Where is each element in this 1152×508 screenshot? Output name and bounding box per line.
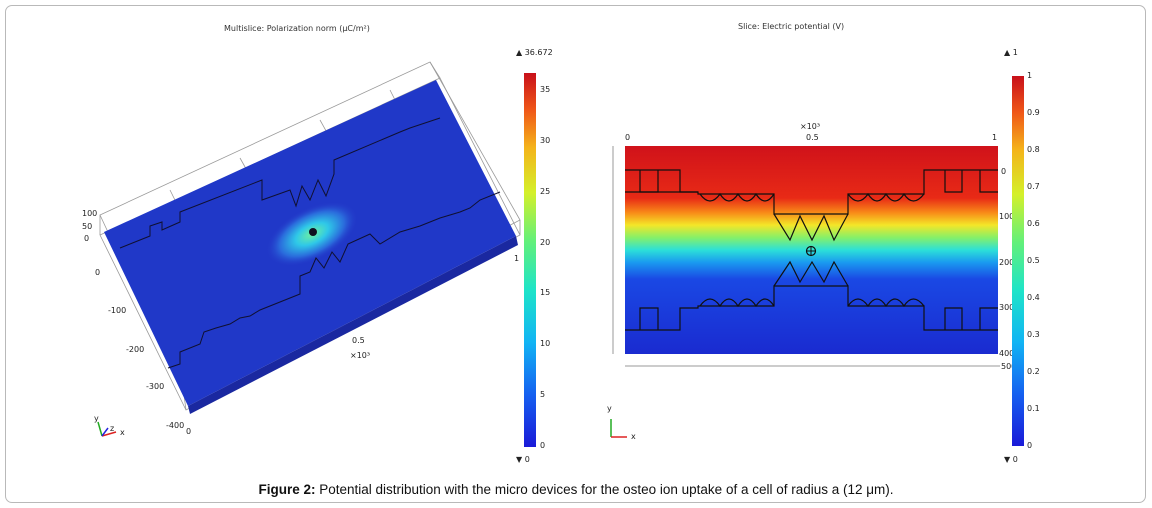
right-x-tick-05: 0.5 — [806, 133, 819, 142]
colorbar-tick-label: 20 — [540, 237, 551, 247]
colorbar-tick-label: 5 — [540, 390, 546, 400]
left-z-label-0: 0 — [84, 234, 90, 243]
right-y-tick-100: 100 — [999, 212, 1015, 221]
right-x-tick-0: 0 — [625, 133, 631, 142]
electrode-outlines — [119, 117, 501, 369]
colorbar-tick-label: 30 — [540, 135, 551, 145]
right-x-tick-1: 1 — [992, 133, 998, 142]
right-y-tick-500: 500 — [1001, 362, 1017, 371]
electrode-outlines-right — [625, 169, 998, 331]
left-x-label-0: 0 — [186, 427, 192, 436]
left-x-label-05: 0.5 — [352, 336, 365, 345]
right-y-tick-200: 200 — [999, 258, 1015, 267]
left-axis-scale: ×10³ — [350, 351, 371, 360]
left-triad-z: z — [110, 424, 115, 433]
left-axis-triad — [97, 421, 117, 437]
colorbar-tick-label: 0.5 — [1027, 256, 1040, 265]
right-y-tick-0: 0 — [1001, 167, 1007, 176]
colorbar-tick-label: 15 — [540, 288, 551, 298]
right-axis-triad — [610, 419, 627, 438]
left-z-label-100: 100 — [82, 209, 98, 218]
colorbar-tick-label: 0.4 — [1027, 293, 1040, 302]
figure-frame — [5, 5, 1146, 503]
left-y-label-200: -200 — [126, 345, 145, 354]
colorbar-tick-label: 10 — [540, 339, 551, 349]
colorbar-tick-label: 0.8 — [1027, 145, 1040, 154]
colorbar-tick-label: 0.7 — [1027, 182, 1040, 191]
colorbar-tick-label: 35 — [540, 85, 551, 94]
left-y-label-300: -300 — [146, 382, 165, 391]
left-triad-y: y — [94, 414, 99, 423]
colorbar-tick-label: 1 — [1027, 71, 1033, 80]
left-y-label-0: 0 — [95, 268, 101, 277]
right-colorbar-max: ▲ 1 — [1004, 48, 1018, 57]
left-colorbar-min: ▼ 0 — [516, 455, 530, 464]
colorbar-tick-label: 0.3 — [1027, 330, 1040, 339]
colorbar-tick-label: 0 — [540, 441, 546, 450]
left-plot-title: Multislice: Polarization norm (μC/m²) — [224, 24, 370, 33]
caption-label: Figure 2: — [258, 482, 316, 497]
right-y-tick-400: 400 — [999, 349, 1015, 358]
left-colorbar-max: ▲ 36.672 — [516, 48, 553, 57]
cell-marker — [309, 228, 317, 236]
right-colorbar — [1012, 76, 1024, 446]
right-y-tick-300: 300 — [999, 303, 1015, 312]
colorbar-tick-label: 25 — [540, 186, 551, 196]
left-colorbar — [524, 73, 536, 447]
colorbar-tick-label: 0.9 — [1027, 108, 1040, 117]
left-y-label-100: -100 — [108, 306, 127, 315]
colorbar-tick-label: 0.6 — [1027, 219, 1040, 228]
right-axis-scale: ×10³ — [800, 122, 821, 131]
left-x-label-1: 1 — [514, 254, 520, 263]
right-colorbar-min: ▼ 0 — [1004, 455, 1018, 464]
right-triad-x: x — [631, 432, 636, 441]
left-z-label-50: 50 — [82, 222, 93, 231]
right-triad-y: y — [607, 404, 612, 413]
figure-caption: Figure 2: Potential distribution with th… — [0, 482, 1152, 497]
right-plot-title: Slice: Electric potential (V) — [738, 22, 845, 31]
colorbar-tick-label: 0.1 — [1027, 404, 1040, 413]
colorbar-tick-label: 0 — [1027, 441, 1033, 450]
caption-text: Potential distribution with the micro de… — [315, 482, 894, 497]
colorbar-tick-label: 0.2 — [1027, 367, 1040, 376]
left-y-label-400: -400 — [166, 421, 185, 430]
left-triad-x: x — [120, 428, 125, 437]
